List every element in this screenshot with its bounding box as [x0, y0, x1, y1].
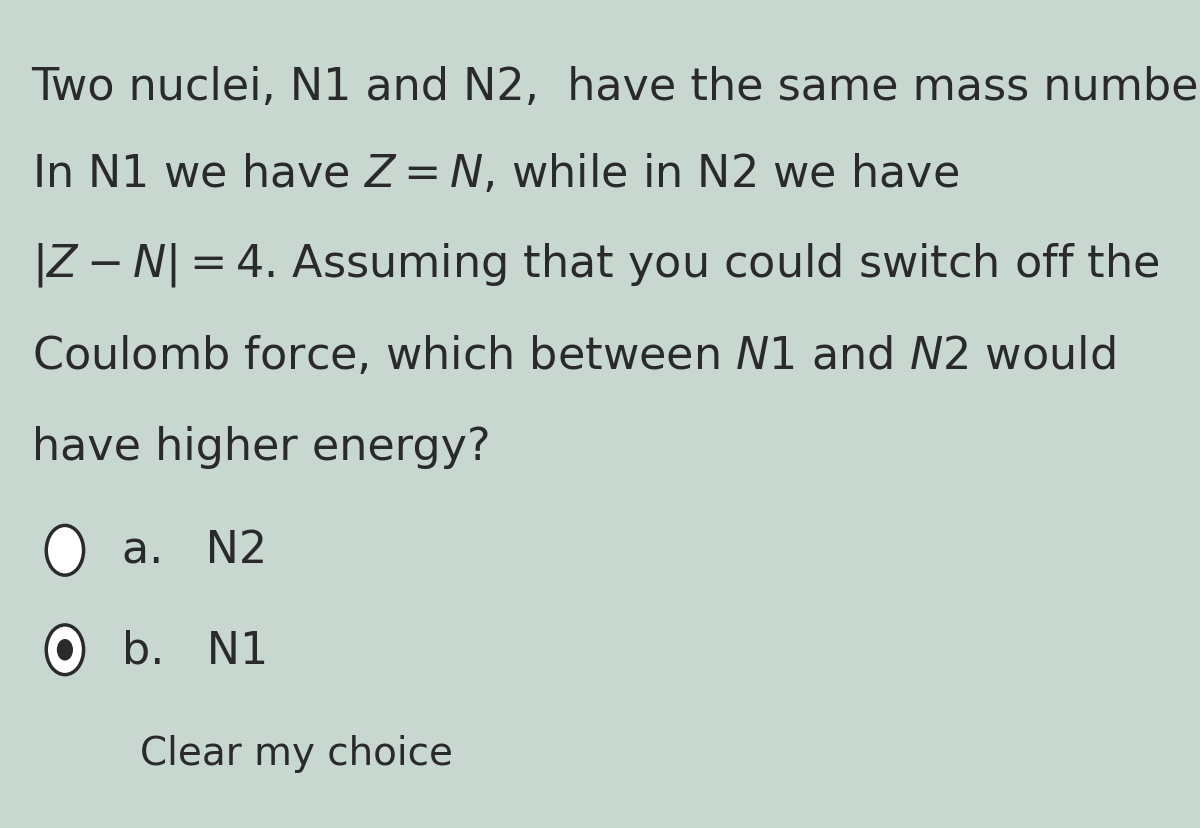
Text: a.   N2: a. N2 — [121, 529, 266, 572]
Ellipse shape — [47, 526, 84, 575]
Text: have higher energy?: have higher energy? — [31, 426, 490, 469]
Ellipse shape — [47, 625, 84, 675]
Text: Coulomb force, which between $N1$ and $N2$ would: Coulomb force, which between $N1$ and $N… — [31, 335, 1115, 378]
Text: In N1 we have $Z = N$, while in N2 we have: In N1 we have $Z = N$, while in N2 we ha… — [31, 152, 959, 195]
Text: Two nuclei, N1 and N2,  have the same mass number.: Two nuclei, N1 and N2, have the same mas… — [31, 65, 1200, 108]
Ellipse shape — [56, 639, 73, 661]
Text: $|Z - N| = 4$. Assuming that you could switch off the: $|Z - N| = 4$. Assuming that you could s… — [31, 241, 1159, 289]
Text: b.   N1: b. N1 — [121, 628, 268, 672]
Text: Clear my choice: Clear my choice — [139, 734, 452, 773]
